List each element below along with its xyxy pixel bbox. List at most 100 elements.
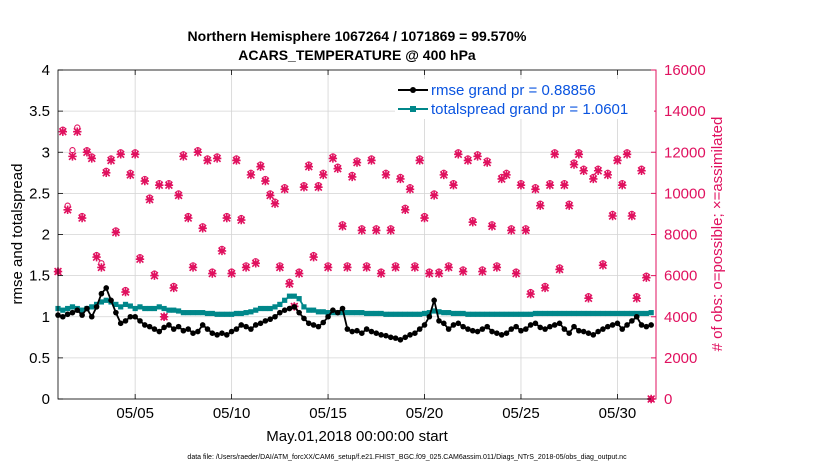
totalspread-point <box>450 310 457 317</box>
totalspread-point <box>243 310 249 316</box>
rmse-point <box>629 318 635 324</box>
rmse-point <box>445 326 452 332</box>
totalspread-point <box>325 310 331 316</box>
totalspread-point <box>185 310 191 316</box>
obs-assimilated-point <box>241 263 251 272</box>
rmse-point <box>305 320 312 327</box>
rmse-point <box>431 297 437 304</box>
obs-assimilated-point <box>97 263 106 272</box>
rmse-point <box>412 330 418 337</box>
legend-spread-label: totalspread grand pr = 1.0601 <box>431 101 628 118</box>
rmse-point <box>190 330 196 337</box>
rmse-point <box>315 323 322 330</box>
obs-assimilated-point <box>357 226 367 235</box>
rmse-point <box>378 332 384 338</box>
totalspread-point <box>392 311 399 317</box>
rmse-point <box>199 322 206 328</box>
rmse-point <box>248 326 254 332</box>
totalspread-point <box>200 310 206 316</box>
obs-assimilated-point <box>237 215 246 225</box>
obs-assimilated-point <box>536 201 545 210</box>
totalspread-point <box>368 310 375 317</box>
rmse-point <box>580 328 587 335</box>
obs-assimilated-point <box>63 205 72 215</box>
obs-assimilated-point <box>150 271 159 280</box>
totalspread-point <box>161 305 167 312</box>
obs-assimilated-point <box>521 226 530 235</box>
rmse-point <box>373 330 380 337</box>
obs-assimilated-point <box>454 150 463 159</box>
totalspread-point <box>132 305 138 312</box>
totalspread-point <box>378 310 384 317</box>
rmse-point <box>257 320 264 327</box>
y-tick-label: 3.5 <box>29 103 50 120</box>
obs-assimilated-point <box>487 222 497 231</box>
obs-assimilated-point <box>613 156 622 165</box>
x-tick-label: 05/10 <box>213 405 251 422</box>
totalspread-point <box>383 311 389 317</box>
obs-assimilated-point <box>77 213 87 223</box>
obs-assimilated-point <box>637 166 646 175</box>
x-tick-label: 05/05 <box>116 405 154 422</box>
obs-assimilated-point <box>73 127 82 136</box>
rmse-point <box>426 313 433 320</box>
obs-assimilated-point <box>188 263 198 272</box>
obs-assimilated-point <box>473 152 482 161</box>
rmse-point <box>349 328 355 335</box>
totalspread-point <box>446 310 452 316</box>
totalspread-point <box>460 310 466 317</box>
obs-assimilated-point <box>642 273 651 282</box>
totalspread-point <box>556 310 563 317</box>
rmse-point <box>88 313 95 320</box>
totalspread-point <box>65 305 71 312</box>
totalspread-point <box>310 307 317 313</box>
y-axis-right: 0 2000 4000 6000 8000 10000 12000 14000 16000 <box>651 62 706 408</box>
x-axis: 05/05 05/10 05/15 05/20 05/25 05/30 <box>116 70 636 422</box>
obs-assimilated-point <box>376 269 386 278</box>
rmse-point <box>151 326 158 332</box>
rmse-point <box>633 313 640 320</box>
totalspread-point <box>171 307 177 313</box>
rmse-point <box>503 330 510 337</box>
totalspread-point <box>624 310 630 317</box>
rmse-point <box>402 334 409 341</box>
obs-assimilated-point <box>352 158 362 167</box>
obs-assimilated-point <box>203 156 212 165</box>
totalspread-point <box>426 310 432 316</box>
totalspread-point <box>151 305 158 312</box>
y-axis-left: 0 0.5 1 1.5 2 2.5 3 3.5 4 <box>29 62 63 408</box>
rmse-point <box>281 307 288 313</box>
obs-assimilated-point <box>121 287 130 297</box>
totalspread-point <box>614 310 621 317</box>
totalspread-point <box>224 311 230 317</box>
totalspread-point <box>291 293 297 299</box>
obs-assimilated-point <box>550 150 559 159</box>
totalspread-point <box>209 310 215 317</box>
obs-assimilated-point <box>198 224 207 233</box>
totalspread-point <box>364 310 370 317</box>
obs-assimilated-point <box>362 263 371 272</box>
totalspread-point <box>542 310 548 317</box>
rmse-point <box>330 307 336 313</box>
obs-assimilated-point <box>275 263 285 272</box>
totalspread-point <box>127 303 133 309</box>
y-tick-label: 2 <box>42 227 50 244</box>
obs-assimilated-point <box>627 211 637 221</box>
totalspread-point <box>257 305 264 312</box>
rmse-point <box>624 322 630 328</box>
rmse-point <box>416 326 423 332</box>
obs-assimilated-point <box>294 269 304 278</box>
totalspread-point <box>267 305 273 312</box>
totalspread-point <box>142 305 148 312</box>
totalspread-point <box>600 310 606 317</box>
obs-assimilated-point <box>270 199 280 208</box>
totalspread-point <box>585 310 592 317</box>
obs-assimilated-point <box>179 152 188 161</box>
obs-assimilated-point <box>483 158 492 167</box>
obs-assimilated-point <box>58 127 68 136</box>
rmse-point <box>590 332 597 338</box>
obs-assimilated-point <box>217 246 227 256</box>
rmse-point <box>643 323 650 330</box>
obs-assimilated-point <box>372 226 381 235</box>
rmse-point <box>185 326 192 332</box>
